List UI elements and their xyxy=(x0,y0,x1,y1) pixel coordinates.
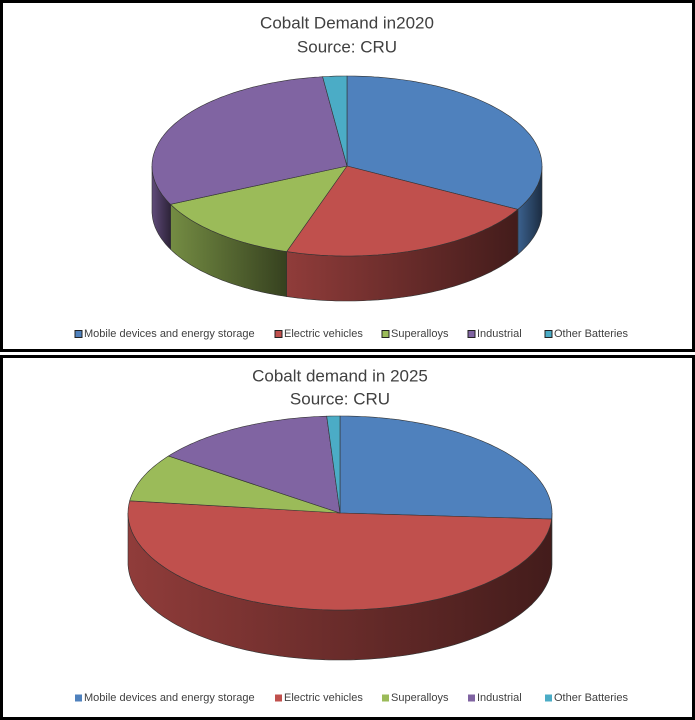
legend-swatch xyxy=(468,694,475,702)
chart-title: Cobalt Demand in2020 xyxy=(260,13,434,32)
legend-label: Other Batteries xyxy=(554,328,628,340)
slice xyxy=(322,75,348,167)
chart-subtitle: Source: CRU xyxy=(290,389,390,408)
slice-top xyxy=(169,165,348,252)
legend-label: Industrial xyxy=(477,328,522,340)
slice-top xyxy=(286,165,519,257)
legend-swatch xyxy=(75,694,82,702)
slice-top xyxy=(326,415,341,514)
slice-top xyxy=(322,75,348,167)
legend-label: Mobile devices and energy storage xyxy=(84,692,255,704)
legend-label: Industrial xyxy=(477,692,522,704)
slice-top xyxy=(129,455,341,514)
slice xyxy=(129,455,341,514)
slice xyxy=(326,415,341,514)
legend-label: Superalloys xyxy=(391,328,449,340)
slice xyxy=(169,165,348,297)
legend-swatch xyxy=(381,330,390,338)
legend-swatch xyxy=(382,694,389,702)
slice xyxy=(167,415,341,514)
legend-swatch xyxy=(545,694,552,702)
chart-title: Cobalt demand in 2025 xyxy=(252,366,428,385)
legend-label: Electric vehicles xyxy=(284,328,363,340)
slice xyxy=(127,500,552,661)
slice-top xyxy=(167,415,341,514)
chart-subtitle: Source: CRU xyxy=(297,37,397,56)
legend-label: Other Batteries xyxy=(554,692,628,704)
slice-top xyxy=(127,500,552,611)
slice xyxy=(346,75,543,256)
slice xyxy=(151,76,348,250)
legend-label: Superalloys xyxy=(391,692,449,704)
legend-swatch xyxy=(467,330,476,338)
slice-top xyxy=(339,415,553,520)
legend-label: Mobile devices and energy storage xyxy=(84,328,255,340)
legend-label: Electric vehicles xyxy=(284,692,363,704)
slice-top xyxy=(346,75,543,210)
legend-swatch xyxy=(274,330,283,338)
legend-swatch xyxy=(275,694,282,702)
slice-top xyxy=(151,76,348,205)
legend-swatch xyxy=(544,330,553,338)
legend-swatch xyxy=(74,330,83,338)
